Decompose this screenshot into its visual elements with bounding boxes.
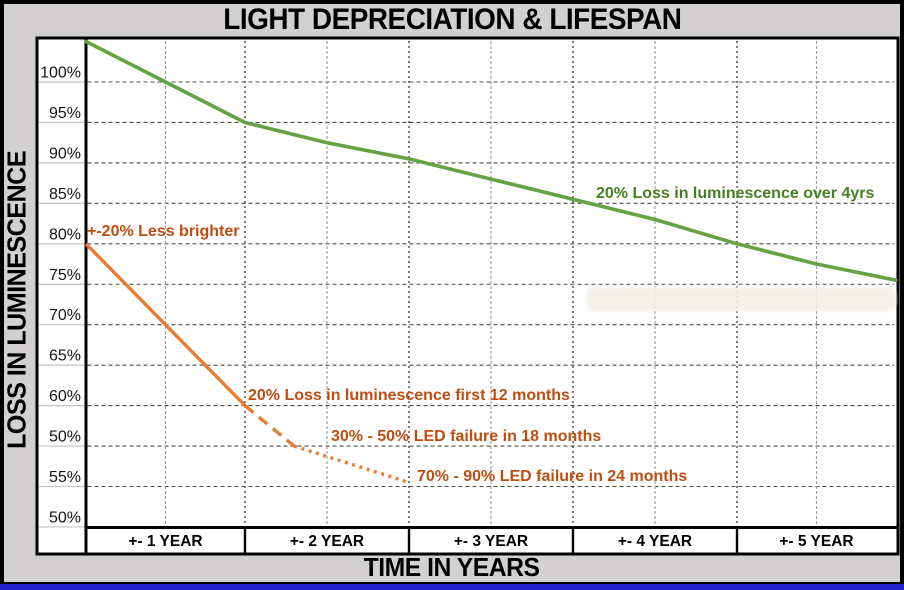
annotation-less-brighter: +-20% Less brighter xyxy=(87,223,240,240)
y-tick-label: 70% xyxy=(49,307,81,324)
x-category-label: +- 5 YEAR xyxy=(779,533,853,550)
series-cheap-led-luminescence-dotted xyxy=(293,444,410,485)
y-tick-label: 75% xyxy=(49,267,81,284)
y-tick-label: 95% xyxy=(49,105,81,122)
y-tick-label: 50% xyxy=(49,509,81,526)
page-title: LIGHT DEPRECIATION & LIFESPAN xyxy=(0,1,904,38)
y-axis-title-text: LOSS IN LUMINESCENCE xyxy=(1,150,32,450)
y-tick-label: 85% xyxy=(49,186,81,203)
series-cheap-led-luminescence-solid xyxy=(84,242,247,407)
erased-smudge xyxy=(586,287,896,311)
series-quality-led-luminescence xyxy=(84,39,898,282)
y-tick-label: 80% xyxy=(49,226,81,243)
bottom-accent-bar xyxy=(0,582,904,590)
y-tick-label: 100% xyxy=(40,65,81,82)
y-tick-label: 65% xyxy=(49,348,81,365)
x-axis-title: TIME IN YEARS xyxy=(0,552,904,583)
y-tick-label: 90% xyxy=(49,145,81,162)
x-category-label: +- 3 YEAR xyxy=(454,533,528,550)
x-axis-title-text: TIME IN YEARS xyxy=(364,552,540,582)
series-cheap-led-luminescence-dashed xyxy=(243,404,296,448)
annotation-failure-24: 70% - 90% LED failure in 24 months xyxy=(417,468,687,485)
x-category-label: +- 4 YEAR xyxy=(618,533,692,550)
annotation-green-loss-4yrs: 20% Loss in luminescence over 4yrs xyxy=(596,185,874,202)
y-tick-label: 55% xyxy=(49,469,81,486)
annotation-failure-18: 30% - 50% LED failure in 18 months xyxy=(331,428,601,445)
x-category-label: +- 2 YEAR xyxy=(290,533,364,550)
annotation-first-12-months: 20% Loss in luminescence first 12 months xyxy=(248,387,570,404)
x-category-label: +- 1 YEAR xyxy=(128,533,202,550)
y-tick-label: 60% xyxy=(49,388,81,405)
page-title-text: LIGHT DEPRECIATION & LIFESPAN xyxy=(222,2,682,36)
y-tick-label: 50% xyxy=(49,429,81,446)
